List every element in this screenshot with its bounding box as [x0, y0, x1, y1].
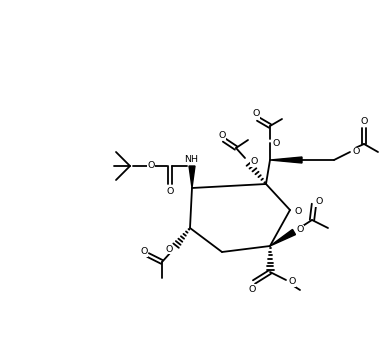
- Text: O: O: [315, 197, 323, 207]
- Text: O: O: [294, 207, 302, 215]
- Polygon shape: [270, 229, 296, 246]
- Text: O: O: [272, 139, 280, 147]
- Polygon shape: [270, 157, 302, 163]
- Text: O: O: [140, 248, 148, 256]
- Text: O: O: [250, 158, 258, 167]
- Text: O: O: [165, 245, 173, 253]
- Text: O: O: [248, 285, 256, 293]
- Text: O: O: [147, 161, 155, 171]
- Text: NH: NH: [184, 155, 198, 163]
- Text: O: O: [288, 277, 296, 287]
- Polygon shape: [189, 166, 195, 188]
- Text: O: O: [166, 186, 174, 196]
- Text: O: O: [296, 225, 304, 235]
- Text: O: O: [252, 109, 260, 118]
- Text: O: O: [360, 118, 368, 127]
- Text: O: O: [352, 147, 360, 157]
- Text: O: O: [218, 131, 226, 140]
